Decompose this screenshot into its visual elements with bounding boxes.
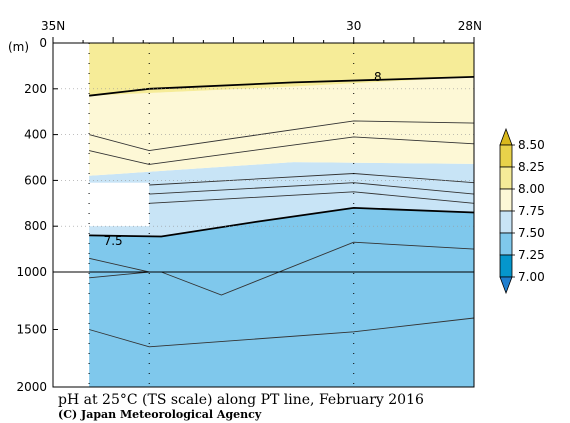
y-tick-label: 2000 xyxy=(16,380,47,394)
colorbar-label: 7.25 xyxy=(518,248,545,262)
contour-label-1: 7.5 xyxy=(104,234,123,248)
colorbar-label: 8.50 xyxy=(518,138,545,152)
colorbar-label: 8.25 xyxy=(518,160,545,174)
x-tick-label: 30 xyxy=(346,19,361,33)
fill-region-2 xyxy=(89,76,474,176)
y-axis-unit-label: (m) xyxy=(8,40,29,54)
colorbar-top-arrow xyxy=(499,127,513,146)
contour-line-7 xyxy=(88,317,475,348)
y-tick-label: 200 xyxy=(24,82,47,96)
y-tick-label: 800 xyxy=(24,219,47,233)
colorbar-label: 7.00 xyxy=(518,270,545,284)
contour-line-1 xyxy=(88,136,475,165)
colorbar-segment xyxy=(499,232,513,256)
colorbar-label: 8.00 xyxy=(518,182,545,196)
contour-line-4 xyxy=(149,191,475,204)
x-tick-label: 35N xyxy=(41,19,65,33)
no-data-strip xyxy=(53,43,90,387)
x-tick-label: 28N xyxy=(458,19,482,33)
contour-label-0: 8 xyxy=(374,70,382,84)
no-data-notch xyxy=(89,182,150,227)
colorbar-segment xyxy=(499,254,513,278)
y-tick-label: 1500 xyxy=(16,323,47,337)
contour-line-5 xyxy=(161,241,475,296)
colorbar-segment xyxy=(499,144,513,168)
colorbar-segment xyxy=(499,210,513,234)
credit-text: (C) Japan Meteorological Agency xyxy=(58,408,262,421)
colorbar-bottom-arrow xyxy=(499,276,513,295)
contour-8 xyxy=(88,76,475,97)
colorbar-segment xyxy=(499,188,513,212)
plot-area: 87.5 xyxy=(53,43,475,387)
axes: 35N 30 28N 0 200 400 600 800 1000 1500 2000 (m) xyxy=(8,19,482,394)
contour-line-3 xyxy=(149,182,475,195)
y-tick-label: 600 xyxy=(24,173,47,187)
contour-7-5 xyxy=(89,206,475,238)
fill-region-0 xyxy=(89,207,474,387)
colorbar-label: 7.50 xyxy=(518,226,545,240)
colorbar-label: 7.75 xyxy=(518,204,545,218)
colorbar: 8.50 8.25 8.00 7.75 7.50 7.25 7.00 xyxy=(499,127,545,295)
fill-region-1 xyxy=(89,162,474,237)
colorbar-segment xyxy=(499,166,513,190)
fill-region-3 xyxy=(89,43,474,96)
y-tick-label: 400 xyxy=(24,128,47,142)
y-tick-label: 0 xyxy=(39,36,47,50)
contour-line-0 xyxy=(88,120,475,152)
y-tick-label: 1000 xyxy=(16,265,47,279)
chart-title: pH at 25°C (TS scale) along PT line, Feb… xyxy=(58,392,424,408)
